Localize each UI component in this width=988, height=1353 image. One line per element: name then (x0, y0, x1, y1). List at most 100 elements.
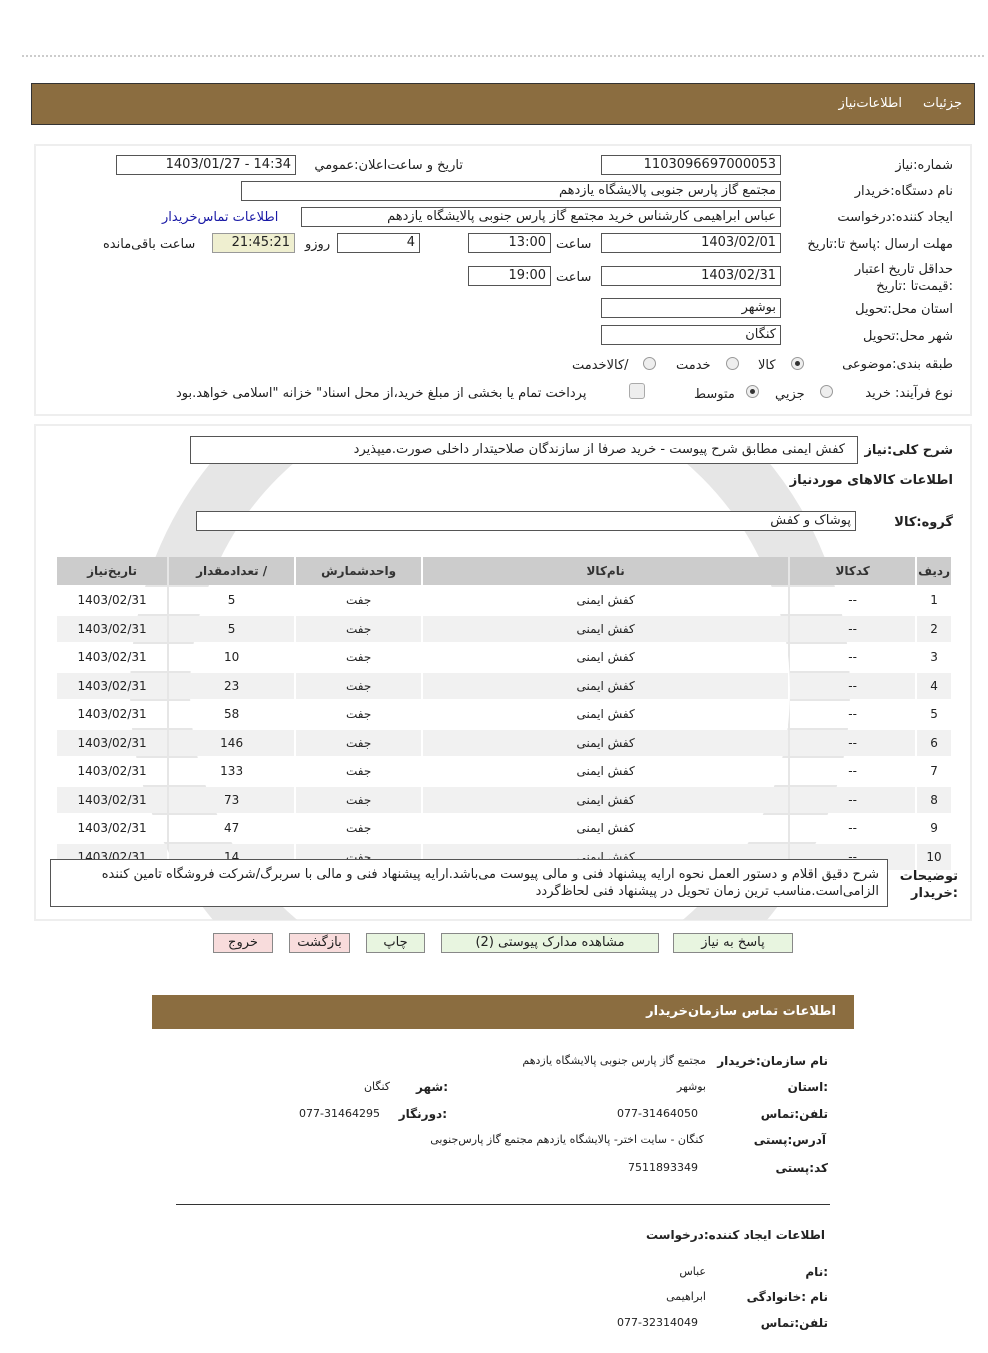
process-radio-minor[interactable] (820, 385, 833, 398)
quantity: 58 (169, 701, 295, 728)
need-date: 1403/02/31 (57, 701, 168, 728)
need-info-panel (34, 144, 972, 416)
item-name: کفش ایمنی (423, 729, 789, 756)
row-number: 6 (917, 729, 951, 756)
unit: جفت (296, 701, 422, 728)
buyer-contact-link[interactable]: اطلاعات تماس‌خریدار (162, 210, 279, 225)
row-number: 4 (917, 672, 951, 699)
need-date: 1403/02/31 (57, 815, 168, 842)
phone-value: 077-31464050 (617, 1107, 698, 1120)
notes-label: توضیحات :خریدار (899, 869, 958, 901)
group-label: گروه:کالا (894, 515, 953, 530)
item-name: کفش ایمنی (423, 701, 789, 728)
announce-field: 1403/01/27 - 14:34 (116, 155, 296, 175)
remaining-label: ساعت باقی‌مانده (103, 237, 196, 252)
back-button[interactable]: بازگشت (289, 933, 350, 953)
exit-button[interactable]: خروج (213, 933, 273, 953)
table-row: 8 -- کفش ایمنی جفت 73 1403/02/31 (57, 786, 951, 813)
city-label: شهر محل:تحویل (863, 329, 953, 344)
item-name: کفش ایمنی (423, 644, 789, 671)
row-number: 5 (917, 701, 951, 728)
quantity: 146 (169, 729, 295, 756)
deadline-label: مهلت ارسال :پاسخ تا:تاریخ (807, 237, 953, 252)
payment-note: پرداخت تمام یا بخشی از مبلغ خرید،از محل … (176, 386, 587, 401)
need-date: 1403/02/31 (57, 758, 168, 785)
reply-button[interactable]: پاسخ به نیاز (673, 933, 793, 953)
table-row: 10 -- کفش ایمنی جفت 14 1403/02/31 (57, 843, 951, 870)
creator-field: عباس ابراهیمی کارشناس خرید مجتمع گاز پار… (301, 207, 781, 227)
payment-checkbox[interactable] (629, 383, 645, 399)
table-row: 6 -- کفش ایمنی جفت 146 1403/02/31 (57, 729, 951, 756)
col-name: نام‌کالا (423, 557, 789, 585)
item-code: -- (790, 815, 916, 842)
family-value: ابراهیمی (666, 1290, 706, 1303)
quantity: 10 (169, 644, 295, 671)
item-name: کفش ایمنی (423, 758, 789, 785)
contact-title-bar: اطلاعات تماس سازمان‌خریدار (152, 995, 854, 1029)
deadline-time-field: 13:00 (468, 233, 551, 253)
phone-label: تلفن:تماس (760, 1107, 828, 1121)
item-code: -- (790, 786, 916, 813)
breadcrumb-need-info[interactable]: اطلاعات‌نیاز (838, 96, 902, 111)
days-label: روزو (305, 237, 331, 252)
validity-time-field: 19:00 (468, 266, 551, 286)
name-value: عباس (679, 1265, 706, 1278)
need-number-label: شماره:نیاز (895, 158, 953, 173)
summary-label: شرح کلی:نیاز (864, 443, 953, 458)
validity-date-field: 1403/02/31 (601, 266, 781, 286)
contact-divider (176, 1204, 830, 1205)
row-number: 7 (917, 758, 951, 785)
category-label: طبقه بندی:موضوعی (842, 357, 953, 372)
buyer-field: مجتمع گاز پارس جنوبی پالایشگاه یازدهم (241, 181, 781, 201)
category-radio-both[interactable] (643, 357, 656, 370)
validity-label: حداقل تاریخ اعتبار :قیمت‌تا :تاریخ (854, 262, 953, 294)
row-number: 10 (917, 843, 951, 870)
category-radio-service[interactable] (726, 357, 739, 370)
province-field: بوشهر (601, 298, 781, 318)
col-date: تاریخ‌نیاز (57, 557, 168, 585)
item-name: کفش ایمنی (423, 786, 789, 813)
category-radio-goods[interactable] (791, 357, 804, 370)
item-name: کفش ایمنی (423, 815, 789, 842)
fax-label: :دورنگار (398, 1107, 447, 1121)
city-field: کنگان (601, 325, 781, 345)
process-minor-label: جزیي (775, 387, 805, 402)
item-code: -- (790, 701, 916, 728)
summary-field: کفش ایمنی مطابق شرح پیوست - خرید صرفا از… (190, 436, 858, 464)
need-date: 1403/02/31 (57, 644, 168, 671)
row-number: 3 (917, 644, 951, 671)
unit: جفت (296, 786, 422, 813)
attachments-button[interactable]: مشاهده مدارک پیوستی (2) (441, 933, 659, 953)
creator-label: ایجاد کننده:درخواست (837, 210, 953, 225)
item-code: -- (790, 615, 916, 642)
creator-info-title: اطلاعات ایجاد کننده:درخواست (645, 1228, 825, 1242)
quantity: 5 (169, 615, 295, 642)
contact-province-label: :استان (787, 1080, 828, 1094)
contact-city-label: :شهر (416, 1080, 448, 1094)
top-divider (22, 55, 984, 57)
row-number: 2 (917, 615, 951, 642)
goods-title: اطلاعات کالاهای موردنیاز (789, 473, 953, 488)
category-goods-label: کالا (758, 358, 776, 373)
creator-phone-value: 077-32314049 (617, 1316, 698, 1329)
address-label: آدرس:پستی (753, 1133, 826, 1147)
unit: جفت (296, 644, 422, 671)
unit: جفت (296, 729, 422, 756)
need-date: 1403/02/31 (57, 729, 168, 756)
contact-province-value: بوشهر (676, 1080, 706, 1093)
category-service-label: خدمت (676, 358, 711, 373)
deadline-hour-label: ساعت (556, 237, 592, 252)
need-date: 1403/02/31 (57, 672, 168, 699)
province-label: استان محل:تحویل (855, 302, 953, 317)
process-radio-medium[interactable] (746, 385, 759, 398)
group-field: پوشاک و کفش (196, 511, 856, 531)
col-unit: واحدشمارش (296, 557, 422, 585)
breadcrumb-details[interactable]: جزئیات (923, 96, 962, 111)
print-button[interactable]: چاپ (366, 933, 425, 953)
unit: جفت (296, 587, 422, 614)
org-label: نام سازمان:خریدار (717, 1054, 828, 1068)
item-name: کفش ایمنی (423, 587, 789, 614)
item-code: -- (790, 644, 916, 671)
item-code: -- (790, 672, 916, 699)
table-row: 3 -- کفش ایمنی جفت 10 1403/02/31 (57, 644, 951, 671)
